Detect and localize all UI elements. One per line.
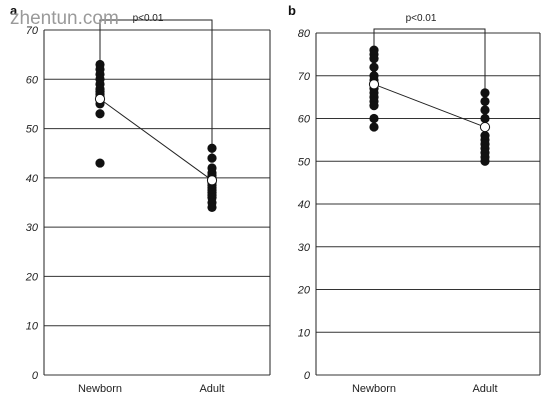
panel-label: b <box>288 3 296 18</box>
panel-a: a 0 10 20 30 40 50 60 70 Newborn Adult p<0.01 <box>10 3 271 395</box>
data-point <box>480 113 490 124</box>
significance-bracket <box>373 28 486 102</box>
x-tick-label: Adult <box>199 383 224 395</box>
data-point <box>95 109 105 119</box>
y-tick-label: 20 <box>297 285 311 297</box>
panel-b: b 0 10 20 30 40 50 60 70 80 Newborn Adult p<0.01 <box>288 3 541 395</box>
y-tick-label: 0 <box>32 370 39 382</box>
mean-marker <box>479 121 491 133</box>
data-point <box>369 122 379 132</box>
watermark-text: zhentun.com <box>10 8 119 29</box>
data-point <box>207 143 217 153</box>
data-point <box>480 156 490 166</box>
data-point <box>207 153 217 163</box>
y-tick-label: 10 <box>298 327 311 339</box>
data-point <box>95 158 105 168</box>
mean-line <box>99 98 213 181</box>
mean-marker <box>206 175 218 186</box>
data-point <box>369 62 379 72</box>
data-point <box>207 202 217 213</box>
mean-marker <box>368 79 380 90</box>
data-point <box>480 88 490 98</box>
y-tick-label: 60 <box>26 74 39 86</box>
y-tick-label: 60 <box>298 114 311 126</box>
data-point <box>480 105 490 115</box>
y-tick-label: 10 <box>26 321 39 333</box>
mean-marker <box>94 93 106 105</box>
y-tick-label: 0 <box>304 370 311 382</box>
y-tick-label: 80 <box>298 28 311 40</box>
y-tick-label: 70 <box>298 71 311 83</box>
y-tick-label: 30 <box>298 242 311 254</box>
x-tick-label: Adult <box>472 383 497 395</box>
significance-bracket <box>99 19 213 155</box>
y-tick-label: 50 <box>298 156 311 168</box>
significance-label: p<0.01 <box>406 13 437 24</box>
y-tick-label: 40 <box>298 199 311 211</box>
y-tick-label: 20 <box>25 271 39 283</box>
data-point <box>480 96 490 106</box>
y-tick-label: 30 <box>26 222 39 234</box>
significance-label: p<0.01 <box>133 13 164 24</box>
data-point <box>369 113 379 124</box>
y-tick-label: 40 <box>26 173 39 185</box>
mean-line <box>373 83 486 128</box>
x-tick-label: Newborn <box>78 383 122 395</box>
x-tick-label: Newborn <box>352 383 396 395</box>
y-tick-label: 50 <box>26 124 39 136</box>
y-tick-label: 70 <box>26 25 39 37</box>
panel-label: a <box>10 3 18 18</box>
data-point <box>369 54 379 64</box>
data-point <box>369 101 379 111</box>
